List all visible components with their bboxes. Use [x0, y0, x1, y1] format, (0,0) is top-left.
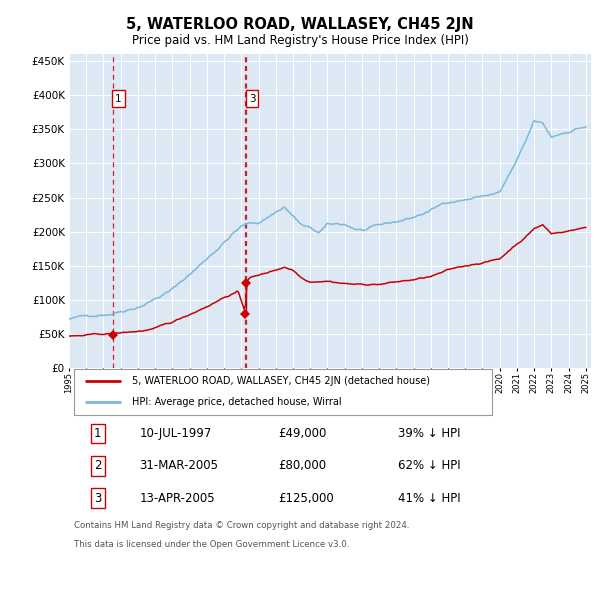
- Text: 3: 3: [94, 491, 101, 504]
- Text: 13-APR-2005: 13-APR-2005: [139, 491, 215, 504]
- Text: £49,000: £49,000: [278, 427, 326, 440]
- Text: HPI: Average price, detached house, Wirral: HPI: Average price, detached house, Wirr…: [131, 397, 341, 407]
- Text: £125,000: £125,000: [278, 491, 334, 504]
- Text: 39% ↓ HPI: 39% ↓ HPI: [398, 427, 460, 440]
- Text: 5, WATERLOO ROAD, WALLASEY, CH45 2JN: 5, WATERLOO ROAD, WALLASEY, CH45 2JN: [126, 17, 474, 32]
- Text: 41% ↓ HPI: 41% ↓ HPI: [398, 491, 460, 504]
- Text: 1: 1: [115, 94, 122, 104]
- Text: Price paid vs. HM Land Registry's House Price Index (HPI): Price paid vs. HM Land Registry's House …: [131, 34, 469, 47]
- Text: 62% ↓ HPI: 62% ↓ HPI: [398, 459, 460, 472]
- Text: 10-JUL-1997: 10-JUL-1997: [139, 427, 212, 440]
- Text: 1: 1: [94, 427, 101, 440]
- Text: 5, WATERLOO ROAD, WALLASEY, CH45 2JN (detached house): 5, WATERLOO ROAD, WALLASEY, CH45 2JN (de…: [131, 376, 430, 386]
- Text: 3: 3: [248, 94, 256, 104]
- Text: 31-MAR-2005: 31-MAR-2005: [139, 459, 218, 472]
- Text: This data is licensed under the Open Government Licence v3.0.: This data is licensed under the Open Gov…: [74, 540, 350, 549]
- Text: £80,000: £80,000: [278, 459, 326, 472]
- Text: 2: 2: [94, 459, 101, 472]
- FancyBboxPatch shape: [74, 369, 492, 415]
- Text: Contains HM Land Registry data © Crown copyright and database right 2024.: Contains HM Land Registry data © Crown c…: [74, 520, 410, 529]
